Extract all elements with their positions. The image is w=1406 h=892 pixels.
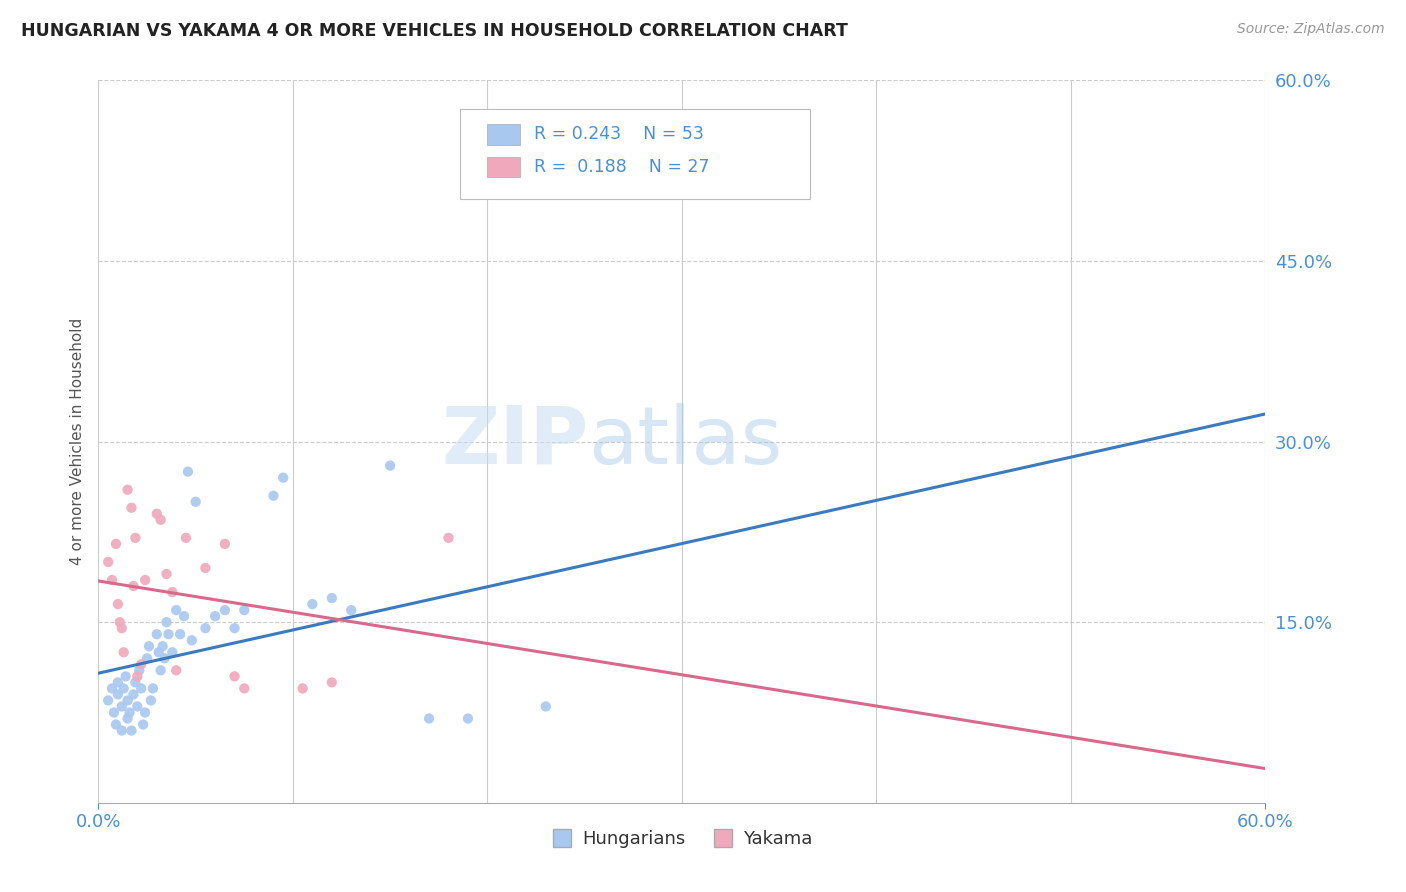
Point bbox=[146, 627, 169, 641]
Point bbox=[128, 664, 150, 678]
Point bbox=[104, 537, 127, 551]
Point bbox=[117, 712, 139, 726]
Point bbox=[103, 706, 125, 720]
Point bbox=[152, 639, 174, 653]
Point bbox=[127, 699, 149, 714]
Point bbox=[121, 723, 143, 738]
Legend: Hungarians, Yakama: Hungarians, Yakama bbox=[544, 822, 820, 855]
Point bbox=[301, 597, 323, 611]
Point bbox=[194, 561, 217, 575]
Point bbox=[165, 664, 187, 678]
Point bbox=[534, 699, 557, 714]
Point bbox=[155, 567, 177, 582]
Point bbox=[214, 603, 236, 617]
Text: atlas: atlas bbox=[589, 402, 783, 481]
Text: Source: ZipAtlas.com: Source: ZipAtlas.com bbox=[1237, 22, 1385, 37]
Point bbox=[111, 621, 134, 635]
Point bbox=[104, 717, 127, 731]
Point bbox=[127, 669, 149, 683]
Point bbox=[117, 483, 139, 497]
Point bbox=[101, 573, 124, 587]
Point bbox=[321, 591, 343, 605]
Point bbox=[97, 693, 120, 707]
Point bbox=[233, 681, 256, 696]
Point bbox=[418, 712, 440, 726]
Text: R = 0.243    N = 53: R = 0.243 N = 53 bbox=[534, 126, 703, 144]
Point bbox=[107, 675, 129, 690]
Point bbox=[149, 513, 172, 527]
Point bbox=[174, 531, 197, 545]
Point bbox=[138, 639, 160, 653]
Point bbox=[291, 681, 314, 696]
Point bbox=[134, 706, 156, 720]
Point bbox=[129, 681, 152, 696]
Point bbox=[169, 627, 191, 641]
Point bbox=[134, 573, 156, 587]
Point bbox=[180, 633, 202, 648]
Point bbox=[146, 507, 169, 521]
FancyBboxPatch shape bbox=[486, 157, 520, 178]
Point bbox=[165, 603, 187, 617]
Point bbox=[101, 681, 124, 696]
Point bbox=[271, 470, 294, 484]
FancyBboxPatch shape bbox=[460, 109, 810, 200]
Point bbox=[155, 615, 177, 630]
Text: HUNGARIAN VS YAKAMA 4 OR MORE VEHICLES IN HOUSEHOLD CORRELATION CHART: HUNGARIAN VS YAKAMA 4 OR MORE VEHICLES I… bbox=[21, 22, 848, 40]
Point bbox=[162, 645, 184, 659]
FancyBboxPatch shape bbox=[486, 124, 520, 145]
Point bbox=[122, 687, 145, 701]
Point bbox=[111, 723, 134, 738]
Point bbox=[321, 675, 343, 690]
Point bbox=[136, 651, 159, 665]
Point bbox=[194, 621, 217, 635]
Point bbox=[184, 494, 207, 508]
Y-axis label: 4 or more Vehicles in Household: 4 or more Vehicles in Household bbox=[69, 318, 84, 566]
Point bbox=[114, 669, 136, 683]
Point bbox=[122, 579, 145, 593]
Text: ZIP: ZIP bbox=[441, 402, 589, 481]
Point bbox=[204, 609, 226, 624]
Point bbox=[262, 489, 284, 503]
Point bbox=[117, 693, 139, 707]
Point bbox=[149, 664, 172, 678]
Point bbox=[142, 681, 165, 696]
Point bbox=[224, 669, 246, 683]
Point bbox=[177, 465, 200, 479]
Point bbox=[162, 585, 184, 599]
Point bbox=[224, 621, 246, 635]
Point bbox=[124, 675, 146, 690]
Point bbox=[380, 458, 402, 473]
Point bbox=[107, 687, 129, 701]
Point bbox=[124, 531, 146, 545]
Point bbox=[148, 645, 170, 659]
Point bbox=[233, 603, 256, 617]
Point bbox=[139, 693, 162, 707]
Point bbox=[111, 699, 134, 714]
Point bbox=[108, 615, 131, 630]
Point bbox=[118, 706, 141, 720]
Point bbox=[129, 657, 152, 672]
Point bbox=[173, 609, 195, 624]
Point bbox=[153, 651, 176, 665]
Point bbox=[107, 597, 129, 611]
Point bbox=[340, 603, 363, 617]
Text: R =  0.188    N = 27: R = 0.188 N = 27 bbox=[534, 158, 709, 176]
Point bbox=[214, 537, 236, 551]
Point bbox=[112, 645, 135, 659]
Point bbox=[97, 555, 120, 569]
Point bbox=[132, 717, 155, 731]
Point bbox=[112, 681, 135, 696]
Point bbox=[457, 712, 479, 726]
Point bbox=[437, 531, 460, 545]
Point bbox=[157, 627, 180, 641]
Point bbox=[121, 500, 143, 515]
